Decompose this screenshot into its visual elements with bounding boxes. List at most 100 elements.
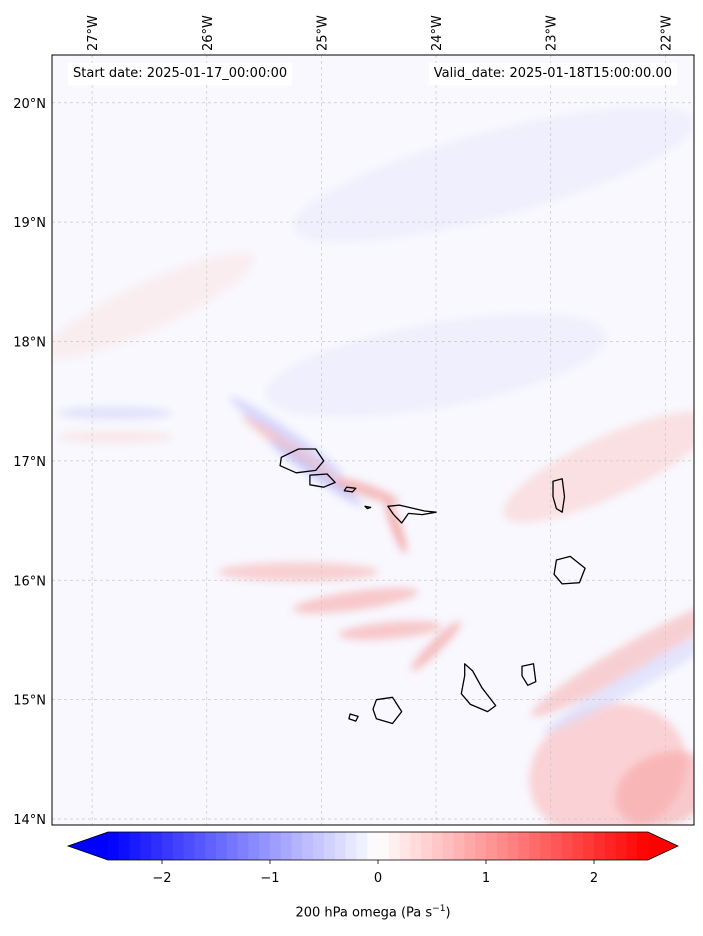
colorbar-band: [367, 832, 379, 860]
colorbar-band: [432, 832, 444, 860]
latitude-tick-label: 17°N: [13, 455, 46, 470]
latitude-tick-label: 14°N: [13, 813, 46, 828]
colorbar-band: [475, 832, 487, 860]
island-outline: [521, 663, 537, 686]
colorbar-band: [410, 832, 422, 860]
omega-anomaly: [503, 411, 694, 523]
start-date-label: Start date: 2025-01-17_00:00:00: [68, 63, 293, 85]
colorbar-band: [388, 832, 401, 860]
colorbar-band: [356, 832, 368, 860]
longitude-tick-label: 26°W: [201, 15, 216, 51]
colorbar-band: [572, 832, 584, 860]
island-outline: [309, 473, 336, 488]
colorbar-band: [442, 832, 455, 860]
omega-anomaly: [266, 314, 606, 417]
colorbar-tick-label: 1: [482, 871, 490, 886]
colorbar-band: [248, 832, 260, 860]
omega-anomaly: [230, 397, 344, 477]
colorbar-band: [280, 832, 293, 860]
latitude-tick-label: 19°N: [13, 216, 46, 231]
omega-anomaly: [531, 599, 694, 717]
colorbar-band: [518, 832, 530, 860]
map-frame: [51, 54, 695, 826]
colorbar-label: 200 hPa omega (Pa s−1): [0, 904, 703, 920]
island-outline: [343, 486, 357, 493]
longitude-tick-label: 27°W: [86, 15, 101, 51]
coastlines: [279, 448, 586, 725]
colorbar-label-exponent: −1: [432, 904, 446, 914]
colorbar-band: [626, 832, 638, 860]
colorbar-band: [270, 832, 282, 860]
colorbar-band: [237, 832, 249, 860]
colorbar-band: [226, 832, 239, 860]
longitude-tick-label: 23°W: [545, 15, 560, 51]
colorbar-band: [140, 832, 152, 860]
colorbar-band: [550, 832, 563, 860]
colorbar-tick-label: 2: [590, 871, 598, 886]
colorbar-band: [183, 832, 195, 860]
colorbar-band: [594, 832, 606, 860]
colorbar-band: [496, 832, 509, 860]
colorbar-label-close: ): [445, 905, 451, 921]
latitude-tick-label: 18°N: [13, 336, 46, 351]
colorbar-band: [378, 832, 390, 860]
colorbar-tick-label: −1: [260, 871, 279, 886]
colorbar-band: [324, 832, 336, 860]
colorbar-band: [421, 832, 433, 860]
omega-anomaly: [385, 499, 407, 554]
colorbar-band: [399, 832, 411, 860]
colorbar-band: [529, 832, 541, 860]
colorbar-band: [604, 832, 617, 860]
latitude-tick-label: 15°N: [13, 694, 46, 709]
colorbar-band: [108, 832, 120, 860]
colorbar-ticks: −2 −1 0 1 2: [152, 860, 598, 886]
latitude-ticks: 20°N 19°N 18°N 17°N 16°N 15°N 14°N: [13, 97, 46, 828]
latitude-tick-label: 16°N: [13, 574, 46, 589]
gridlines: [52, 55, 694, 825]
colorbar-band: [129, 832, 141, 860]
omega-field-layer: [52, 107, 694, 825]
island-outline: [387, 504, 437, 524]
colorbar-band: [259, 832, 271, 860]
colorbar-tick-label: 0: [374, 871, 382, 886]
colorbar-band: [162, 832, 174, 860]
island-outline: [364, 505, 372, 510]
omega-anomaly: [57, 431, 173, 443]
omega-anomaly: [268, 439, 363, 507]
colorbar-band: [205, 832, 217, 860]
colorbar-band: [313, 832, 325, 860]
colorbar-label-text: 200 hPa omega (Pa s: [295, 905, 433, 921]
colorbar: −2 −1 0 1 2: [66, 831, 679, 886]
colorbar-band: [507, 832, 519, 860]
colorbar-band: [464, 832, 476, 860]
longitude-ticks: 27°W 26°W 25°W 24°W 23°W 22°W: [86, 15, 674, 51]
colorbar-band: [172, 832, 185, 860]
longitude-tick-label: 24°W: [430, 15, 445, 51]
colorbar-bands: [108, 832, 649, 860]
omega-anomaly: [334, 477, 400, 504]
colorbar-band: [637, 832, 649, 860]
longitude-tick-label: 25°W: [315, 15, 330, 51]
colorbar-band: [561, 832, 573, 860]
colorbar-max-extension: [648, 832, 678, 860]
omega-anomaly: [57, 407, 173, 420]
island-outline: [552, 478, 566, 513]
colorbar-band: [151, 832, 163, 860]
colorbar-band: [615, 832, 627, 860]
omega-anomaly: [293, 107, 693, 242]
island-outline: [372, 696, 403, 725]
colorbar-band: [334, 832, 347, 860]
colorbar-band: [302, 832, 314, 860]
colorbar-band: [291, 832, 303, 860]
island-outline: [348, 713, 359, 722]
omega-anomaly: [218, 562, 379, 582]
colorbar-min-extension: [68, 832, 108, 860]
longitude-tick-label: 22°W: [659, 15, 674, 51]
island-outline: [279, 448, 325, 474]
colorbar-band: [540, 832, 552, 860]
colorbar-tick-label: −2: [152, 871, 171, 886]
colorbar-band: [118, 832, 131, 860]
omega-anomaly: [543, 617, 694, 734]
island-outline: [553, 555, 586, 585]
